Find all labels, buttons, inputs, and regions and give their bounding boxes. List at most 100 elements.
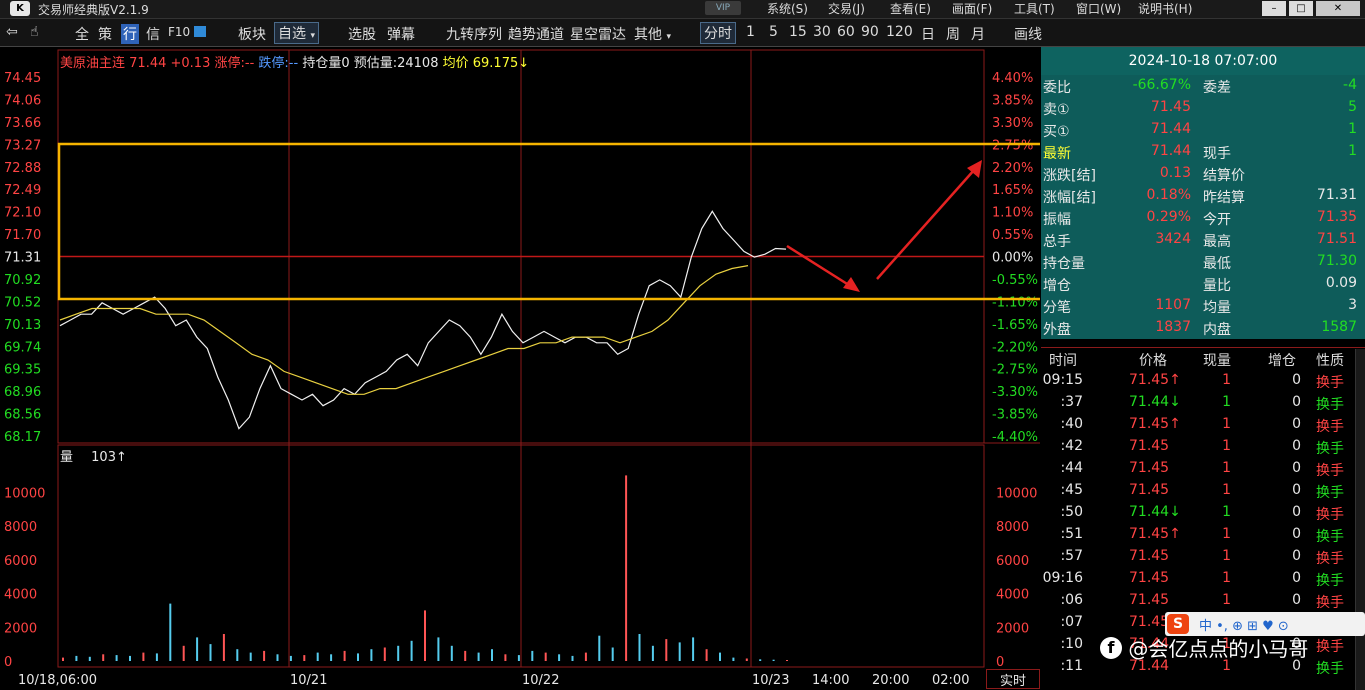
chart-header: 美原油主连 71.44 +0.13 涨停:-- 跌停:-- 持仓量0 预估量:2… bbox=[60, 52, 529, 71]
tick-scrollbar[interactable] bbox=[1355, 349, 1365, 690]
trend-channel-button[interactable]: 趋势通道 bbox=[508, 27, 564, 43]
tick-oi: 0 bbox=[1292, 416, 1301, 432]
volume-bar bbox=[88, 656, 91, 661]
quote-label-2: 委差 bbox=[1203, 80, 1231, 96]
limit-down: 跌停:-- bbox=[258, 56, 299, 71]
price-line bbox=[59, 210, 787, 430]
period-30[interactable]: 30 bbox=[813, 24, 831, 40]
tick-oi: 0 bbox=[1292, 636, 1301, 652]
tick-volume: 1 bbox=[1222, 636, 1231, 652]
period-month[interactable]: 月 bbox=[971, 27, 985, 43]
menu-view[interactable]: 查看(E) bbox=[890, 2, 931, 16]
tick-nature: 换手 bbox=[1316, 463, 1344, 479]
quote-label: 卖① bbox=[1043, 102, 1070, 118]
tick-oi: 0 bbox=[1292, 504, 1301, 520]
period-120[interactable]: 120 bbox=[886, 24, 913, 40]
minimize-button[interactable]: – bbox=[1262, 1, 1286, 16]
quote-label-2: 最低 bbox=[1203, 256, 1231, 272]
maximize-button[interactable]: □ bbox=[1289, 1, 1313, 16]
tick-volume: 1 bbox=[1222, 394, 1231, 410]
toolbar-info[interactable]: 信 bbox=[146, 27, 160, 43]
volume-bar bbox=[155, 653, 158, 661]
x-tick-label: 14:00 bbox=[812, 673, 849, 688]
volume-bar bbox=[316, 652, 319, 661]
tick-oi: 0 bbox=[1292, 548, 1301, 564]
quote-row: 增仓 量比 0.09 bbox=[1041, 273, 1365, 295]
y-tick-label: 74.45 bbox=[4, 71, 41, 86]
toolbar-f10[interactable]: F10 bbox=[168, 25, 191, 39]
period-1[interactable]: 1 bbox=[746, 24, 755, 40]
vip-badge[interactable]: VIP bbox=[705, 1, 741, 15]
tick-nature: 换手 bbox=[1316, 507, 1344, 523]
other-label: 其他 bbox=[634, 27, 662, 43]
tick-header-price: 价格 bbox=[1139, 353, 1167, 369]
volume-bar bbox=[544, 652, 547, 661]
other-dropdown[interactable]: 其他 ▾ bbox=[634, 24, 671, 44]
menu-screen[interactable]: 画面(F) bbox=[952, 2, 993, 16]
y-tick-label-pct: 2.20% bbox=[992, 161, 1033, 176]
tick-volume: 1 bbox=[1222, 482, 1231, 498]
tick-price: 71.44↓ bbox=[1129, 394, 1181, 410]
x-tick-label: 02:00 bbox=[932, 673, 969, 688]
chevron-down-icon: ▾ bbox=[666, 32, 671, 42]
volume-y-axis-right: 10000 8000 6000 4000 2000 0 bbox=[996, 486, 1037, 670]
volume-bars bbox=[62, 475, 788, 661]
quote-label-2: 今开 bbox=[1203, 212, 1231, 228]
volume-header: 量 103↑ bbox=[60, 446, 127, 465]
watchlist-dropdown[interactable]: 自选 ▾ bbox=[274, 22, 319, 44]
tick-nature: 换手 bbox=[1316, 441, 1344, 457]
tick-table-header: 时间 价格 现量 增仓 性质 bbox=[1041, 347, 1365, 370]
layout-icon[interactable] bbox=[194, 26, 206, 37]
watchlist-label: 自选 bbox=[278, 26, 306, 42]
period-15[interactable]: 15 bbox=[789, 24, 807, 40]
tick-row: :42 71.45 1 0 换手 bbox=[1041, 436, 1365, 458]
back-icon[interactable]: ⇦ bbox=[6, 24, 18, 40]
period-5[interactable]: 5 bbox=[769, 24, 778, 40]
arrow-down-head bbox=[843, 277, 860, 292]
toolbar-quote[interactable]: 行 bbox=[121, 24, 139, 44]
volume-tick-label: 8000 bbox=[4, 520, 37, 535]
hand-icon[interactable]: ☝ bbox=[30, 24, 39, 40]
block-button[interactable]: 板块 bbox=[238, 27, 266, 43]
draw-line-button[interactable]: 画线 bbox=[1014, 27, 1042, 43]
menu-tools[interactable]: 工具(T) bbox=[1014, 2, 1055, 16]
quote-value-2: 1587 bbox=[1321, 319, 1357, 335]
tick-price: 71.45↑ bbox=[1129, 416, 1181, 432]
menu-window[interactable]: 窗口(W) bbox=[1076, 2, 1122, 16]
arrow-down bbox=[786, 244, 853, 289]
chart-area[interactable]: 74.45 74.06 73.66 73.27 72.88 72.49 72.10 71.70… bbox=[0, 47, 1040, 690]
stock-pick-button[interactable]: 选股 bbox=[348, 27, 376, 43]
period-90[interactable]: 90 bbox=[861, 24, 879, 40]
close-button[interactable]: ✕ bbox=[1316, 1, 1360, 16]
period-60[interactable]: 60 bbox=[837, 24, 855, 40]
y-tick-label: 69.74 bbox=[4, 340, 41, 355]
period-day[interactable]: 日 bbox=[921, 27, 935, 43]
star-radar-button[interactable]: 星空雷达 bbox=[570, 27, 626, 43]
estimated-volume: 预估量:24108 bbox=[353, 56, 439, 71]
tick-time: :06 bbox=[1060, 592, 1083, 608]
menu-help[interactable]: 说明书(H) bbox=[1138, 2, 1193, 16]
quote-label-2: 现手 bbox=[1203, 146, 1231, 162]
tick-volume: 1 bbox=[1222, 658, 1231, 674]
tick-row: :44 71.45 1 0 换手 bbox=[1041, 458, 1365, 480]
period-week[interactable]: 周 bbox=[946, 27, 960, 43]
y-tick-label-pct: 1.10% bbox=[992, 206, 1033, 221]
volume-bar bbox=[745, 658, 748, 661]
period-timeshare[interactable]: 分时 bbox=[700, 22, 736, 44]
tick-price: 71.45 bbox=[1129, 548, 1170, 564]
y-tick-label: 72.10 bbox=[4, 206, 41, 221]
y-tick-label: 70.52 bbox=[4, 295, 41, 310]
toolbar-strategy[interactable]: 策 bbox=[98, 27, 112, 43]
barrage-button[interactable]: 弹幕 bbox=[387, 27, 415, 43]
toolbar-all[interactable]: 全 bbox=[75, 27, 89, 43]
realtime-button[interactable]: 实时 bbox=[986, 669, 1040, 689]
volume-bar bbox=[732, 657, 735, 661]
nine-turn-button[interactable]: 九转序列 bbox=[446, 27, 502, 43]
volume-tick-label: 2000 bbox=[4, 621, 37, 636]
menu-trade[interactable]: 交易(J) bbox=[828, 2, 865, 16]
quote-value: -66.67% bbox=[1132, 77, 1191, 93]
y-tick-label: 71.31 bbox=[4, 251, 41, 266]
menu-system[interactable]: 系统(S) bbox=[767, 2, 808, 16]
volume-bar bbox=[263, 650, 266, 661]
ime-toolbar[interactable]: S 中 •, ⊕ ⊞ ♥ ⊙ bbox=[1165, 612, 1365, 636]
